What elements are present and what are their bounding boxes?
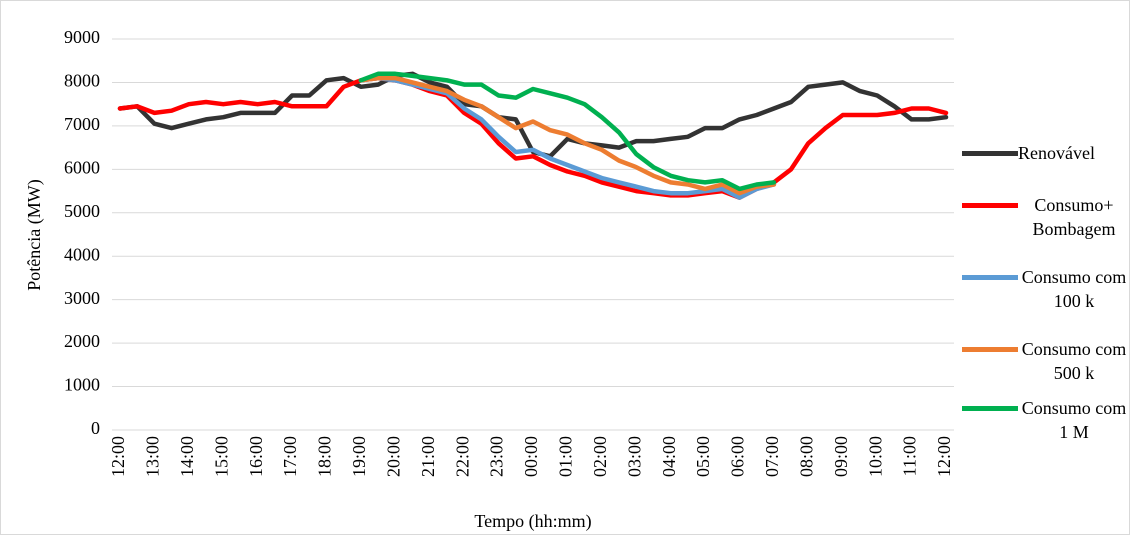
x-tick-label: 07:00	[762, 436, 782, 477]
x-tick-label: 16:00	[246, 436, 266, 477]
legend-swatch	[962, 203, 1018, 208]
y-tick-label: 0	[91, 418, 100, 438]
x-tick-label: 17:00	[280, 436, 300, 477]
y-tick-label: 4000	[64, 244, 100, 264]
x-tick-label: 21:00	[418, 436, 438, 477]
legend-swatch	[962, 406, 1018, 411]
y-tick-label: 1000	[64, 375, 100, 395]
legend-swatch	[962, 275, 1018, 280]
x-tick-label: 23:00	[487, 436, 507, 477]
x-tick-label: 06:00	[728, 436, 748, 477]
x-tick-label: 13:00	[143, 436, 163, 477]
x-tick-label: 10:00	[865, 436, 885, 477]
y-axis-title: Potência (MW)	[24, 179, 45, 290]
x-tick-label: 20:00	[383, 436, 403, 477]
x-tick-label: 12:00	[108, 436, 128, 477]
legend-label: Consumo+ Bombagem	[1032, 195, 1116, 239]
x-tick-label: 02:00	[590, 436, 610, 477]
x-tick-label: 01:00	[556, 436, 576, 477]
x-tick-label: 12:00	[934, 436, 954, 477]
legend-label: Consumo com 1 M	[1021, 398, 1127, 442]
series-line	[117, 75, 949, 200]
x-tick-label: 11:00	[900, 436, 920, 476]
x-tick-label: 09:00	[831, 436, 851, 477]
x-tick-label: 15:00	[211, 436, 231, 477]
legend-entry: Consumo com 1 M	[962, 396, 1130, 444]
series-line	[358, 75, 777, 196]
y-tick-label: 2000	[64, 331, 100, 351]
legend-entry: Consumo com 100 k	[962, 265, 1130, 313]
legend-swatch	[962, 347, 1018, 352]
x-tick-label: 22:00	[452, 436, 472, 477]
y-tick-label: 3000	[64, 288, 100, 308]
legend-entry: Consumo com 500 k	[962, 337, 1130, 385]
x-tick-label: 00:00	[521, 436, 541, 477]
x-tick-label: 03:00	[624, 436, 644, 477]
x-axis-title: Tempo (hh:mm)	[474, 511, 591, 532]
x-tick-label: 19:00	[349, 436, 369, 477]
x-tick-label: 18:00	[315, 436, 335, 477]
x-tick-label: 04:00	[659, 436, 679, 477]
y-tick-label: 6000	[64, 157, 100, 177]
y-tick-label: 7000	[64, 114, 100, 134]
legend-swatch	[962, 151, 1018, 156]
legend-label: Consumo com 100 k	[1021, 267, 1127, 311]
x-tick-label: 14:00	[177, 436, 197, 477]
y-tick-label: 8000	[64, 71, 100, 91]
x-tick-label: 08:00	[796, 436, 816, 477]
series-line	[358, 71, 777, 192]
legend-entry: Renovável	[962, 141, 1095, 165]
legend-entry: Consumo+ Bombagem	[962, 193, 1130, 241]
y-tick-label: 9000	[64, 27, 100, 47]
legend-label: Renovável	[1018, 143, 1095, 163]
x-tick-label: 05:00	[693, 436, 713, 477]
legend-label: Consumo com 500 k	[1021, 339, 1127, 383]
y-tick-label: 5000	[64, 201, 100, 221]
